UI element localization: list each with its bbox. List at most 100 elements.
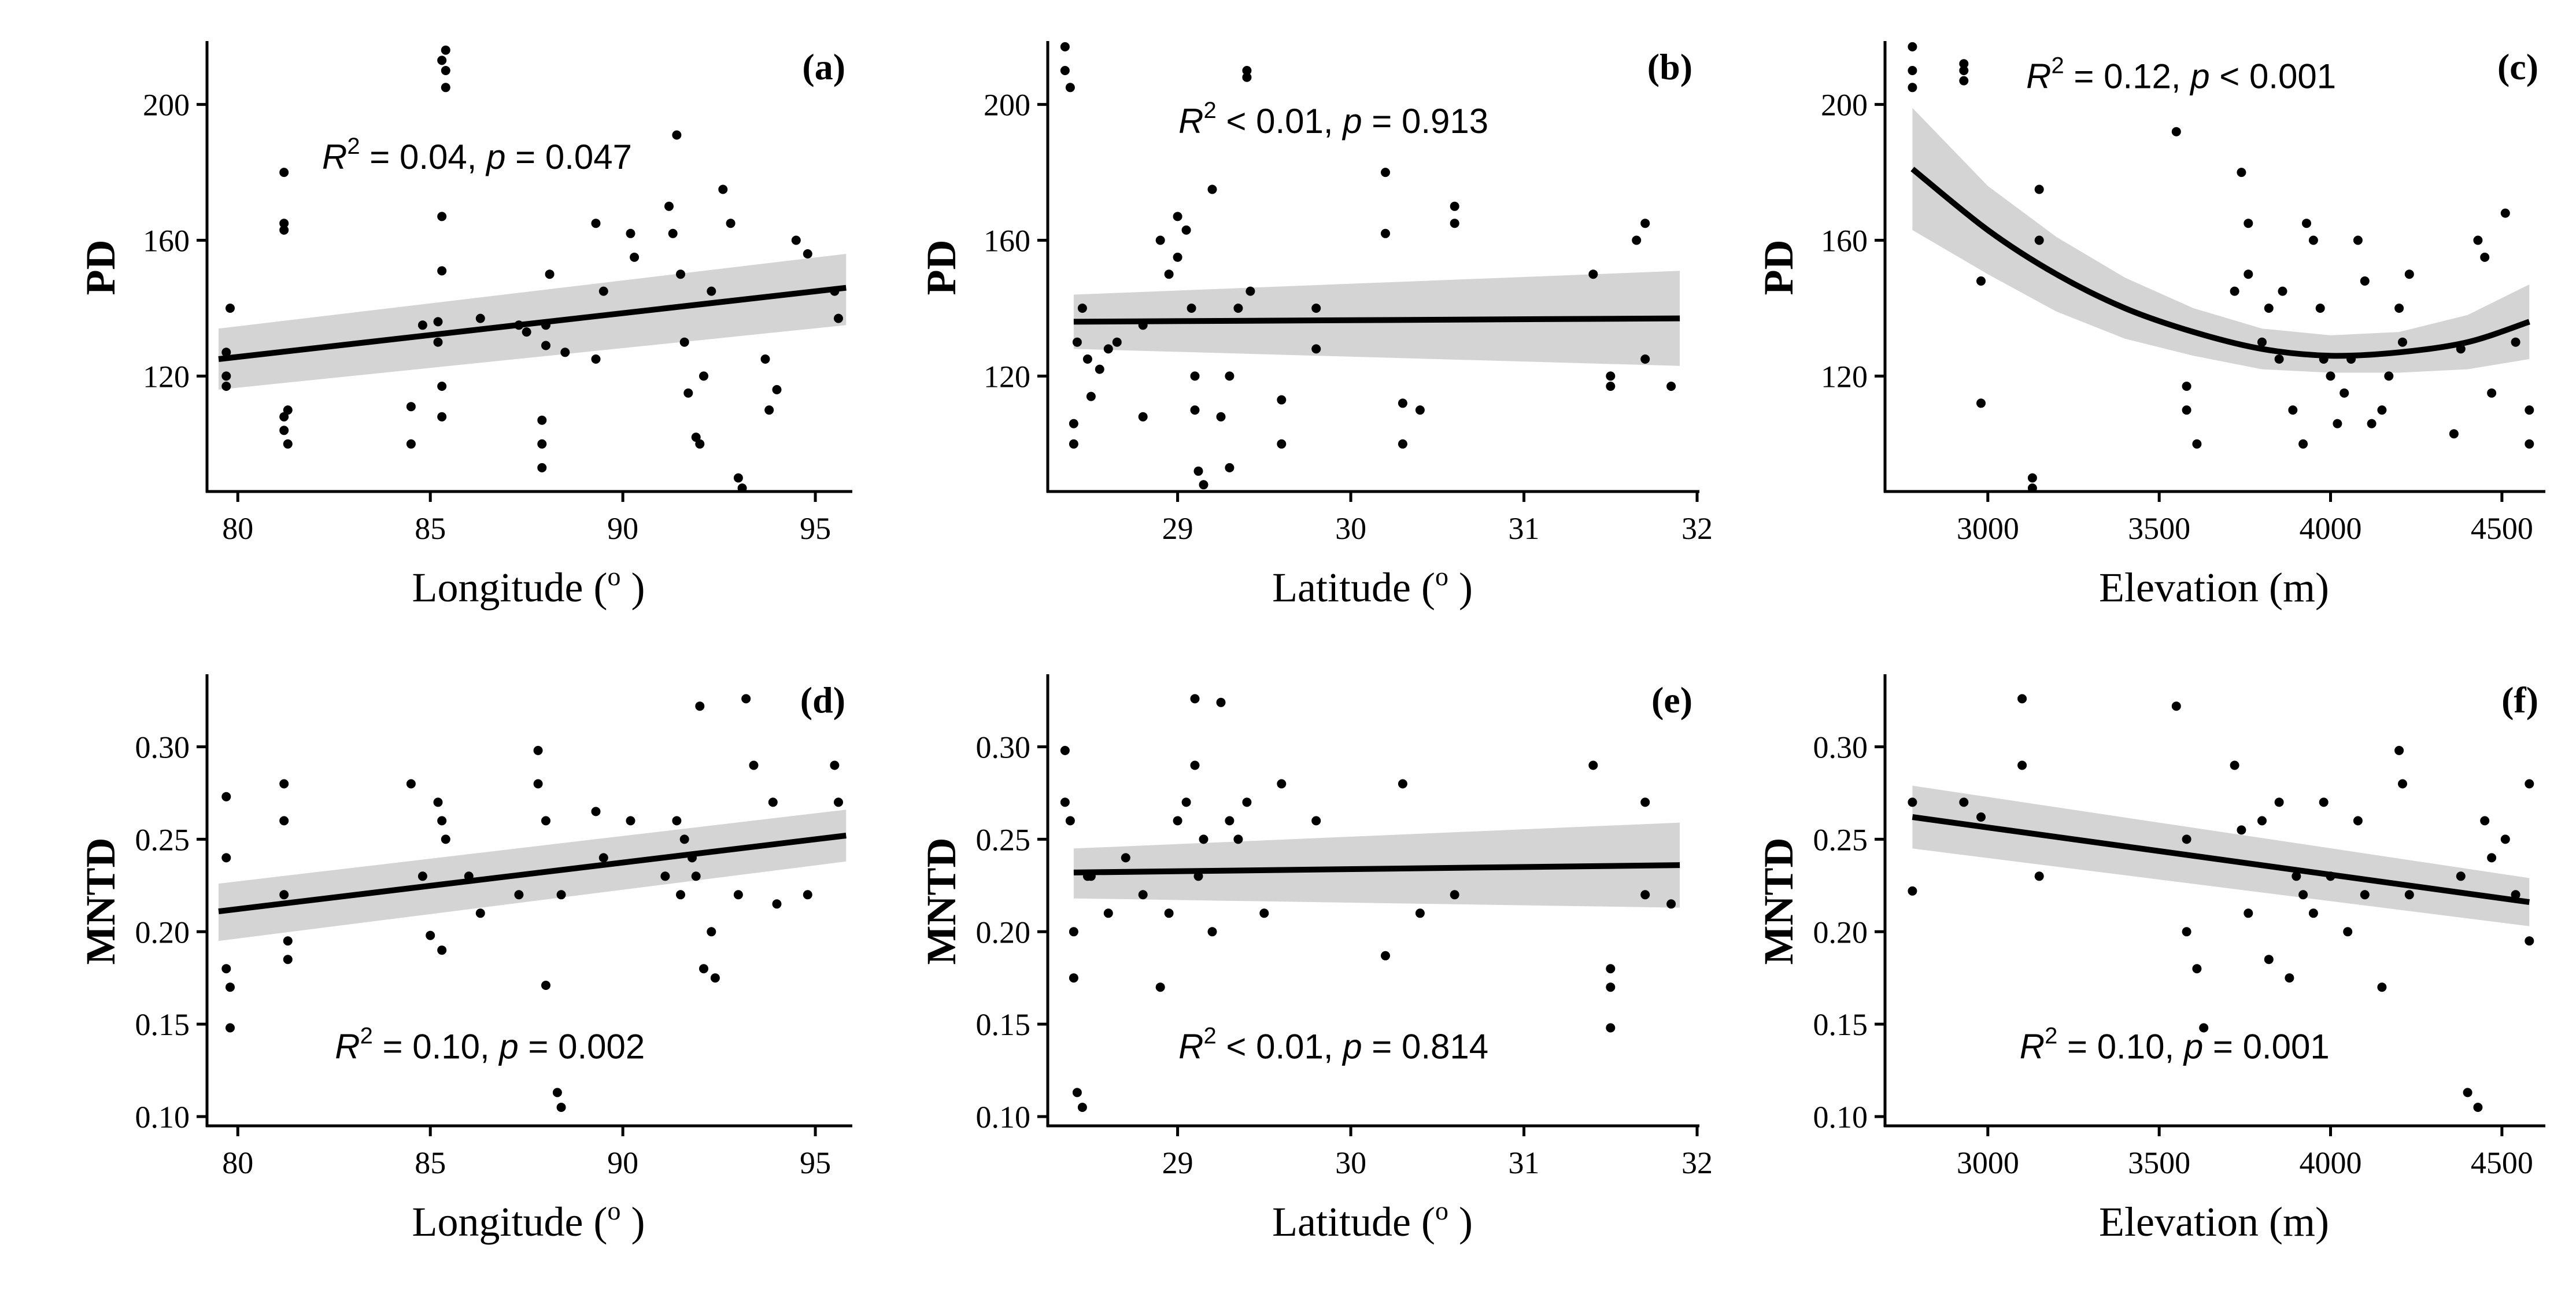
data-point: [1398, 439, 1407, 449]
x-label-name: Elevation (: [2099, 564, 2283, 611]
data-point: [279, 426, 289, 435]
data-point: [2034, 871, 2044, 881]
y-tick-label: 160: [1821, 224, 1868, 258]
data-point: [1187, 304, 1196, 313]
y-tick-label: 0.15: [1813, 1007, 1868, 1042]
data-point: [2182, 834, 2191, 844]
x-axis-label: Latitude (o ): [1272, 1196, 1473, 1245]
data-point: [2525, 936, 2534, 946]
panel-label: (b): [1647, 46, 1692, 87]
data-point: [441, 66, 450, 75]
data-point: [695, 439, 705, 449]
data-point: [1190, 760, 1200, 770]
data-point: [2473, 235, 2483, 245]
r2-value: = 0.12,: [2064, 57, 2191, 96]
data-point: [2404, 890, 2414, 900]
data-point: [2360, 890, 2370, 900]
data-point: [1233, 834, 1243, 844]
data-point: [522, 327, 531, 337]
data-point: [279, 816, 289, 826]
data-point: [1242, 72, 1252, 82]
stats-annotation: R2 < 0.01, p = 0.913: [1178, 98, 1488, 141]
data-point: [2308, 908, 2318, 918]
r2-superscript: 2: [1203, 98, 1216, 123]
data-point: [660, 871, 670, 881]
data-point: [2171, 701, 2181, 711]
data-point: [2404, 269, 2414, 279]
fit-line: [218, 284, 847, 362]
data-point: [2500, 208, 2510, 218]
data-point: [1311, 816, 1321, 826]
data-point: [591, 807, 601, 816]
data-point: [441, 83, 450, 93]
x-label-close: ): [2315, 1199, 2329, 1245]
x-label-name: Latitude (: [1272, 564, 1435, 611]
data-point: [279, 225, 289, 235]
data-point: [221, 853, 231, 863]
data-point: [2288, 405, 2298, 415]
data-point: [803, 890, 812, 900]
data-point: [283, 936, 293, 946]
x-label-close: ): [1448, 1199, 1473, 1245]
data-point: [1959, 59, 1969, 69]
data-point: [1632, 235, 1642, 245]
data-point: [2394, 745, 2404, 755]
data-point: [283, 955, 293, 965]
data-point: [533, 779, 543, 789]
fit-line: [1073, 862, 1680, 875]
data-point: [2257, 816, 2267, 826]
data-point: [1242, 797, 1252, 807]
data-point: [1069, 439, 1078, 449]
data-point: [1190, 694, 1200, 704]
panel-label: (f): [2501, 679, 2538, 720]
data-point: [1199, 480, 1208, 490]
y-tick-label: 0.25: [1813, 822, 1868, 857]
data-point: [1415, 908, 1425, 918]
data-point: [1976, 398, 1986, 408]
y-axis-label: PD: [1755, 240, 1802, 295]
data-point: [1173, 212, 1182, 221]
data-point: [2487, 853, 2497, 863]
p-symbol: p: [2183, 1027, 2203, 1066]
panel-label: (d): [800, 679, 845, 720]
data-point: [2199, 1023, 2209, 1033]
data-point: [1606, 964, 1616, 974]
data-point: [541, 981, 550, 990]
r2-superscript: 2: [1203, 1023, 1216, 1048]
data-point: [1246, 286, 1255, 296]
data-point: [1138, 412, 1148, 422]
p-value: = 0.913: [1362, 102, 1489, 141]
r2-symbol: R: [2020, 1027, 2045, 1066]
data-point: [676, 269, 685, 279]
data-point: [1450, 201, 1459, 211]
data-point: [1164, 908, 1174, 918]
data-point: [1959, 797, 1969, 807]
r2-value: = 0.10,: [2057, 1027, 2184, 1066]
data-point: [591, 219, 601, 228]
x-tick-label: 32: [1681, 1146, 1713, 1180]
p-symbol: p: [1341, 102, 1362, 141]
data-point: [2398, 337, 2407, 347]
r2-value: < 0.01,: [1217, 1027, 1343, 1066]
x-tick-label: 90: [607, 511, 638, 546]
data-point: [760, 354, 770, 364]
data-point: [2480, 252, 2490, 262]
data-point: [2377, 982, 2387, 992]
x-label-unit: m: [2283, 1199, 2315, 1245]
confidence-band: [1073, 822, 1680, 908]
data-point: [2230, 760, 2239, 770]
y-tick-label: 0.15: [976, 1007, 1031, 1042]
data-point: [1233, 304, 1243, 313]
data-point: [1606, 382, 1616, 391]
data-point: [1082, 354, 1092, 364]
data-point: [417, 871, 427, 881]
data-point: [1311, 344, 1321, 354]
panel-c: 120 160 200 3000 3500 4000 4500 PD Elevation (m)…: [1755, 41, 2545, 611]
data-point: [1959, 76, 1969, 86]
data-point: [437, 945, 447, 955]
data-point: [1259, 908, 1269, 918]
data-point: [1381, 951, 1390, 960]
data-point: [437, 266, 447, 276]
data-point: [695, 701, 705, 711]
